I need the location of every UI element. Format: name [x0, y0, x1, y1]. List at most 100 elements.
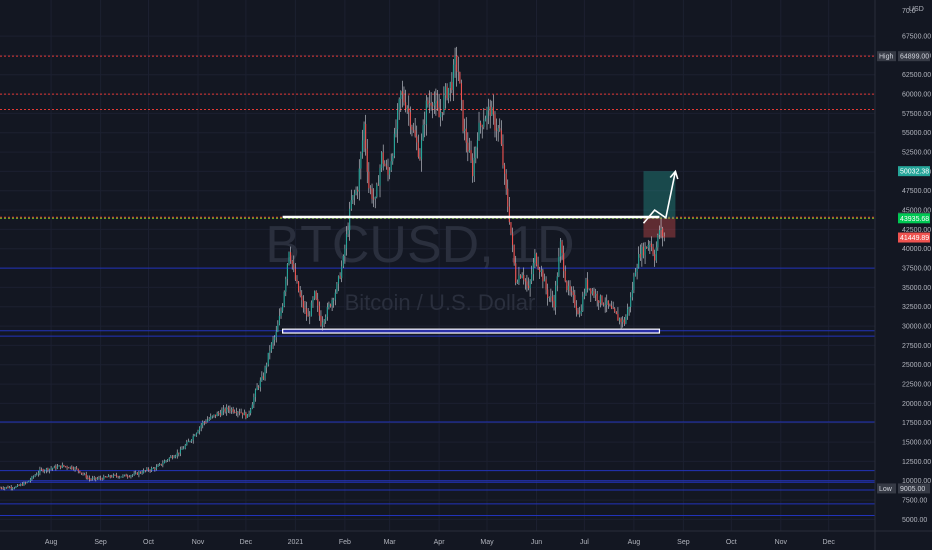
candle-body	[127, 476, 129, 478]
candle-body	[389, 170, 391, 175]
y-tick-label: 5000.00	[902, 517, 927, 524]
candle-body	[146, 468, 148, 471]
candle-body	[405, 102, 407, 110]
candle-body	[227, 407, 229, 410]
candle-body	[480, 122, 482, 126]
candle-body	[216, 413, 218, 417]
candle-body	[259, 380, 261, 388]
candle-body	[184, 445, 186, 449]
candle-body	[519, 275, 522, 278]
candle-body	[69, 466, 71, 469]
candle-body	[537, 264, 539, 269]
x-tick-label: Feb	[339, 539, 351, 546]
candle-body	[135, 472, 137, 474]
candle-body	[336, 283, 338, 293]
candle-body	[320, 315, 322, 326]
candle-body	[406, 108, 408, 110]
candle-body	[566, 281, 568, 291]
candle-body	[494, 114, 496, 131]
candle-body	[329, 304, 332, 307]
candle-body	[147, 468, 150, 471]
candle-body	[572, 292, 574, 296]
y-tick-label: 17500.00	[902, 420, 931, 427]
candle-body	[224, 408, 226, 412]
candle-body	[543, 279, 546, 282]
candle-body	[84, 474, 86, 475]
y-tick-label: 12500.00	[902, 459, 931, 466]
candle-body	[28, 480, 30, 482]
candle-body	[240, 412, 242, 414]
candle-body	[261, 376, 263, 381]
candle-body	[387, 166, 389, 175]
candle-body	[472, 160, 474, 177]
x-tick-label: Sep	[677, 539, 690, 546]
candle-body	[366, 148, 368, 172]
candle-body	[476, 140, 478, 148]
low-tag-value-box	[898, 483, 930, 494]
candle-body	[355, 189, 357, 194]
price-tag: 41449.89	[898, 232, 930, 243]
candle-body	[345, 234, 348, 249]
candle-body	[61, 464, 63, 468]
candle-body	[540, 270, 542, 273]
candle-body	[409, 112, 411, 127]
candle-body	[642, 246, 645, 256]
candle-body	[315, 291, 317, 300]
candle-body	[302, 300, 304, 309]
candle-body	[299, 291, 301, 296]
candle-body	[575, 305, 577, 311]
candle-body	[32, 476, 35, 478]
x-tick-label: May	[480, 539, 494, 546]
candle-body	[47, 468, 49, 471]
candle-body	[582, 296, 584, 311]
candle-body	[139, 472, 142, 474]
candle-body	[258, 386, 260, 388]
candle-body	[165, 460, 167, 462]
candle-body	[607, 300, 609, 306]
candle-body	[264, 367, 266, 379]
y-tick-label: 55000.00	[902, 130, 931, 137]
candle-body	[347, 230, 349, 235]
candle-body	[24, 482, 27, 484]
candle-body	[321, 322, 324, 326]
candle-body	[23, 482, 25, 486]
candle-body	[577, 310, 579, 314]
candle-body	[199, 427, 201, 432]
y-tick-label: 60000.00	[902, 92, 931, 99]
candle-body	[95, 477, 97, 479]
candle-body	[491, 107, 493, 116]
candle-body	[80, 472, 82, 474]
candle-body	[579, 313, 581, 315]
candle-body	[443, 95, 445, 113]
x-tick-label: Dec	[240, 539, 253, 546]
x-tick-label: Mar	[384, 539, 397, 546]
candle-body	[505, 173, 507, 189]
candle-body	[373, 198, 375, 200]
candle-body	[253, 397, 255, 405]
candle-body	[452, 64, 455, 91]
candle-body	[393, 133, 395, 156]
low-tag-value: 9005.00	[900, 486, 925, 493]
candle-body	[368, 171, 370, 189]
candle-body	[143, 470, 145, 473]
candle-body	[318, 305, 320, 316]
candle-body	[64, 466, 67, 468]
candle-body	[526, 281, 528, 286]
candle-body	[334, 292, 336, 300]
candle-body	[203, 421, 205, 423]
candle-body	[564, 271, 566, 282]
candle-body	[374, 196, 376, 199]
candle-body	[414, 130, 416, 137]
candle-body	[515, 263, 517, 283]
candle-body	[618, 318, 621, 321]
candle-body	[92, 478, 94, 480]
price-tag-label: 43935.68	[900, 216, 929, 223]
candle-body	[181, 449, 183, 451]
candle-body	[475, 147, 477, 158]
candle-body	[13, 487, 15, 489]
projection-arrow	[642, 171, 677, 224]
candle-body	[195, 433, 197, 436]
candle-body	[313, 291, 316, 299]
candle-body	[333, 299, 335, 301]
